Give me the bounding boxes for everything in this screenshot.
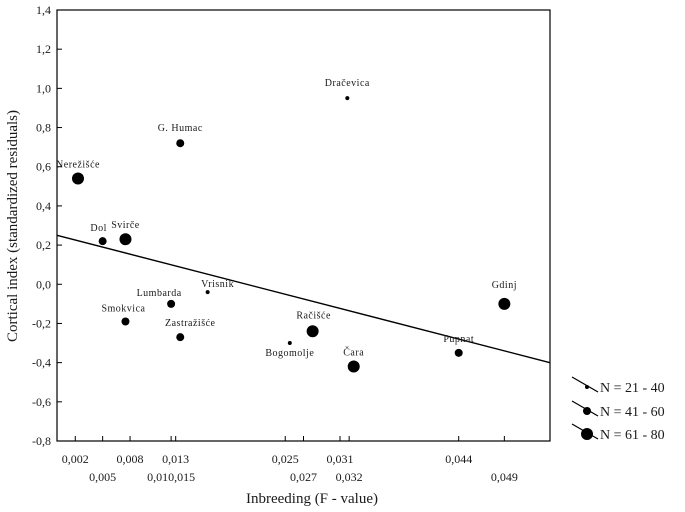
x-tick-label: 0,010,015 (147, 470, 195, 484)
data-point (345, 96, 350, 101)
x-tick-label: 0,032 (336, 470, 363, 484)
data-point-label: Lumbarda (137, 288, 182, 299)
x-tick-label: 0,025 (272, 452, 299, 466)
data-point-label: Čara (343, 347, 364, 359)
data-point (347, 360, 360, 373)
y-tick-label: 0,0 (36, 277, 51, 291)
data-point-label: Bogomolje (265, 348, 314, 359)
x-axis-title: Inbreeding (F - value) (246, 491, 378, 507)
data-point-label: Dračevica (325, 78, 370, 89)
y-tick-label: -0,8 (32, 434, 51, 448)
data-point (498, 297, 511, 310)
y-tick-label: -0,4 (32, 356, 51, 370)
y-tick-label: 0,4 (36, 199, 51, 213)
data-point-label: Vrisnik (201, 279, 234, 290)
data-point-label: G. Humac (158, 123, 203, 134)
y-tick-label: -0,2 (32, 316, 51, 330)
y-tick-label: 0,8 (36, 121, 51, 135)
data-point (98, 237, 107, 246)
x-tick-label: 0,002 (62, 452, 89, 466)
x-tick-label: 0,027 (290, 470, 317, 484)
data-point (205, 290, 210, 295)
data-point (167, 299, 176, 308)
x-tick-label: 0,049 (491, 470, 518, 484)
y-tick-label: 1,2 (36, 42, 51, 56)
regression-line (56, 234, 551, 364)
legend-marker (583, 407, 591, 415)
data-point-label: Zastražišće (165, 318, 216, 329)
x-tick-label: 0,008 (117, 452, 144, 466)
data-point-label: Gdinj (492, 280, 517, 291)
legend-label: N = 61 - 80 (600, 428, 665, 443)
x-axis: 0,002 0,008 0,013 0,025 0,031 0,044 0,005 0,010… (62, 436, 518, 484)
data-point-label: Dol (90, 223, 107, 234)
data-point (119, 233, 132, 246)
x-tick-label: 0,044 (445, 452, 472, 466)
data-point-label: Pupnat (443, 334, 474, 345)
legend-marker (581, 428, 593, 440)
y-tick-label: -0,6 (32, 395, 51, 409)
data-point-label: Račišće (296, 310, 331, 321)
y-tick-label: 0,2 (36, 238, 51, 252)
data-point-label: Svirče (111, 220, 140, 231)
y-axis-title: Cortical index (standardized residuals) (5, 110, 21, 342)
y-tick-label: 1,0 (36, 81, 51, 95)
data-point-label: Nerežišće (56, 159, 100, 170)
legend-marker (585, 385, 589, 389)
data-point (176, 333, 185, 342)
legend: N = 21 - 40 N = 41 - 60 N = 61 - 80 (571, 376, 665, 443)
data-point (121, 317, 130, 326)
legend-label: N = 41 - 60 (600, 405, 665, 420)
legend-pointer-line (571, 376, 599, 393)
y-tick-label: 1,4 (36, 3, 51, 17)
y-axis: 1,4 1,2 1,0 0,8 0,6 0,4 0,2 0,0 -0,2 -0,4 -0,6 -0,8 (32, 3, 62, 448)
x-tick-label: 0,005 (89, 470, 116, 484)
y-tick-label: 0,6 (36, 160, 51, 174)
data-point-label: Smokvica (101, 303, 145, 314)
data-points: Dračevica G. Humac Nerežišće Dol Svirče Vrisn… (56, 78, 517, 373)
data-point (71, 172, 84, 185)
legend-label: N = 21 - 40 (600, 381, 665, 396)
data-point (176, 139, 185, 148)
data-point (287, 341, 292, 346)
data-point (454, 348, 463, 357)
data-point (306, 325, 319, 338)
x-tick-label: 0,031 (327, 452, 354, 466)
x-tick-label: 0,013 (162, 452, 189, 466)
